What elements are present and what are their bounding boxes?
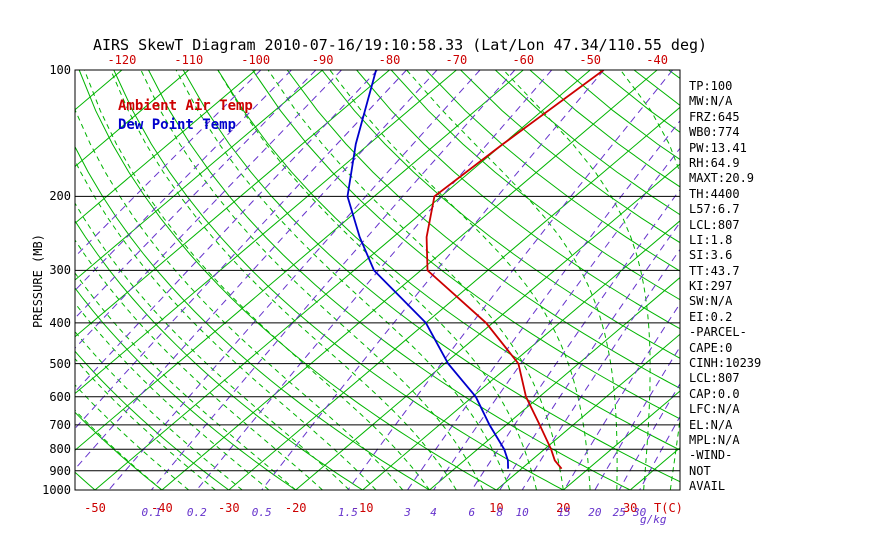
mixing-ratio-tick-label: 0.2 [186, 506, 207, 519]
stats-line: AVAIL [689, 479, 726, 494]
bottom-temp-tick-label: -10 [351, 501, 374, 515]
stats-line: L57:6.7 [689, 202, 740, 217]
dry-adiabat-lines [75, 70, 680, 490]
stats-line: TH:4400 [689, 186, 740, 201]
pressure-tick-label: 900 [49, 463, 71, 478]
top-temp-tick-label: -50 [579, 53, 602, 67]
mixing-ratio-tick-label: 30 [632, 506, 647, 519]
top-temp-tick-label: -80 [378, 53, 401, 67]
stats-line: CAPE:0 [689, 340, 733, 355]
mixing-ratio-tick-label: 1.5 [337, 506, 358, 519]
mixing-ratio-lines [75, 70, 680, 490]
stats-line: MPL:N/A [689, 432, 740, 447]
bottom-temp-tick-label: 30 [622, 501, 638, 515]
top-temp-tick-label: -60 [512, 53, 535, 67]
isobar-lines [75, 69, 680, 491]
mixing-ratio-tick-label: 4 [430, 506, 437, 519]
soundings [346, 70, 605, 470]
stats-line: CINH:10239 [689, 356, 762, 371]
mixing-ratio-tick-label: 25 [612, 506, 626, 519]
top-temp-tick-label: -110 [174, 53, 204, 67]
stats-line: MAXT:20.9 [689, 171, 755, 186]
top-temp-tick-label: -70 [445, 53, 468, 67]
stats-line: LCL:807 [689, 371, 740, 386]
pressure-tick-label: 500 [49, 356, 71, 371]
stats-line: SW:N/A [689, 294, 733, 309]
dew-point-trace [346, 70, 509, 469]
pressure-tick-label: 800 [49, 442, 71, 457]
mixing-ratio-tick-label: 8 [496, 506, 504, 519]
stats-line: NOT [689, 463, 711, 478]
pressure-tick-label: 400 [49, 315, 71, 330]
stats-line: TT:43.7 [689, 263, 740, 278]
stats-line: LCL:807 [689, 217, 740, 232]
bottom-temp-tick-label: -40 [151, 501, 173, 515]
stats-line: PW:13.41 [689, 140, 747, 155]
top-temp-tick-label: -40 [646, 53, 668, 67]
moist-adiabat-lines [75, 70, 680, 490]
pressure-tick-label: 600 [49, 389, 71, 404]
top-temp-tick-label: -90 [311, 53, 334, 67]
bottom-temp-tick-label: 10 [489, 501, 504, 515]
bottom-temp-tick-label: -20 [284, 501, 307, 515]
mixing-ratio-tick-label: 3 [404, 506, 411, 519]
bottom-temp-tick-label: -30 [217, 501, 240, 515]
stats-line: EI:0.2 [689, 309, 733, 324]
mixing-ratio-tick-label: 6 [468, 506, 476, 519]
mixing-ratio-tick-label: 15 [557, 506, 571, 519]
stats-line: -WIND- [689, 448, 733, 463]
mixing-ratio-unit-label: g/kg [640, 513, 667, 526]
stats-line: TP:100 [689, 79, 733, 93]
temp-unit-label: T(C) [654, 501, 683, 515]
stats-line: LI:1.8 [689, 232, 733, 247]
stats-line: KI:297 [689, 279, 733, 294]
pressure-tick-label: 1000 [42, 483, 71, 497]
plot-border [74, 69, 681, 491]
pressure-tick-label: 200 [49, 189, 71, 204]
ambient-temp-trace [425, 70, 605, 470]
stats-line: SI:3.6 [689, 248, 733, 263]
bottom-temp-tick-label: -50 [84, 501, 106, 515]
stats-line: LFC:N/A [689, 402, 740, 417]
stats-line: EL:N/A [689, 417, 733, 432]
mixing-ratio-tick-label: 0.1 [141, 506, 162, 519]
stats-line: CAP:0.0 [689, 386, 740, 401]
legend-ambient-air-temp: Ambient Air Temp [118, 98, 253, 114]
pressure-tick-label: 100 [49, 63, 71, 77]
chart-title: AIRS SkewT Diagram 2010-07-16/19:10:58.3… [92, 36, 708, 54]
top-temp-tick-label: -100 [241, 53, 271, 67]
stats-line: RH:64.9 [689, 155, 740, 170]
stats-line: MW:N/A [689, 94, 733, 109]
top-temp-tick-label: -120 [107, 53, 137, 67]
stats-panel: TP:100 MW:N/A FRZ:645 WB0:774 PW:13.41 RH:64.… [689, 79, 761, 495]
pressure-tick-label: 700 [49, 417, 71, 432]
mixing-ratio-tick-label: 0.5 [251, 506, 272, 519]
legend-dew-point-temp: Dew Point Temp [118, 117, 237, 133]
pressure-axis-title: PRESSURE (MB) [31, 234, 45, 328]
pressure-tick-label: 300 [49, 263, 71, 278]
bottom-temp-tick-label: 20 [556, 501, 571, 515]
stats-line: -PARCEL- [689, 325, 747, 340]
stats-line: WB0:774 [689, 125, 740, 140]
background-lines [75, 70, 680, 490]
mixing-ratio-tick-label: 10 [515, 506, 529, 519]
stats-line: FRZ:645 [689, 109, 740, 124]
mixing-ratio-tick-label: 20 [588, 506, 602, 519]
